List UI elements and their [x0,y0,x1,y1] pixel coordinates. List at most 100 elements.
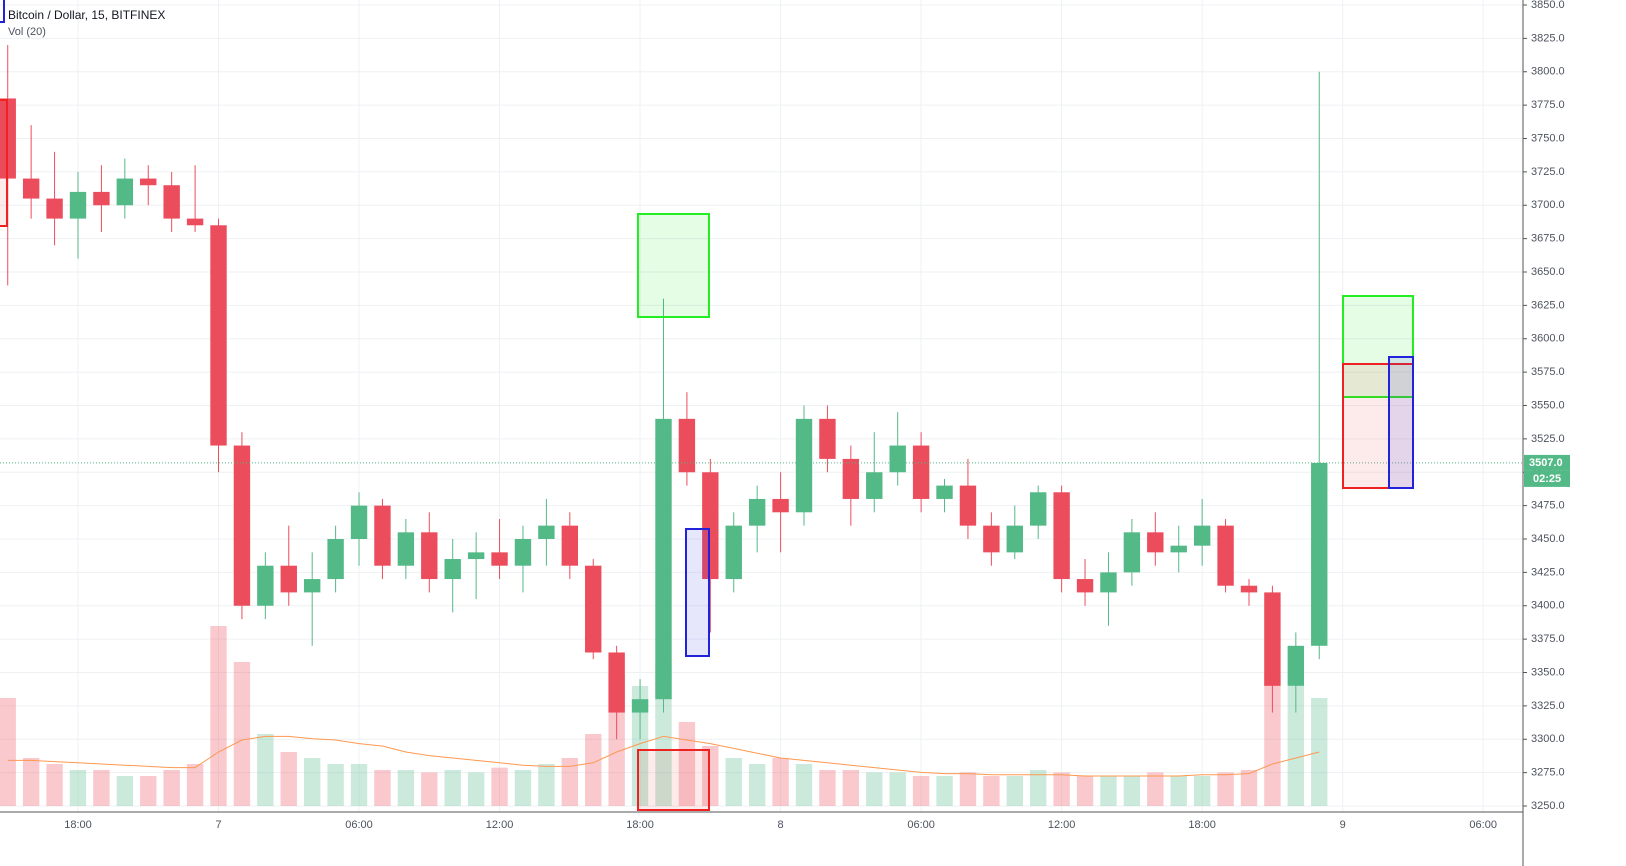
y-tick-label: 3275.0 [1531,767,1565,779]
candle-body [795,418,813,513]
candle-body [819,418,836,459]
candle-body [1123,532,1141,573]
y-tick-label: 3725.0 [1531,166,1565,178]
x-tick-label: 18:00 [1188,819,1216,831]
candle-body [1217,525,1234,586]
volume-bar [1287,686,1305,806]
y-tick-label: 3350.0 [1531,666,1565,678]
candle-body [1311,462,1328,646]
candle-body [585,565,602,653]
candle-body [116,178,134,206]
y-tick-label: 3300.0 [1531,733,1565,745]
countdown-badge [1524,470,1570,487]
candle-body [1100,572,1117,593]
candle-body [702,472,719,580]
volume-bar [22,758,40,806]
candle-body [889,445,906,473]
range-box [685,528,710,657]
y-tick-label: 3825.0 [1531,32,1565,44]
y-tick-label: 3700.0 [1531,199,1565,211]
range-box [0,0,5,23]
y-tick-label: 3575.0 [1531,366,1565,378]
candle-body [444,559,461,580]
volume-bar [69,770,87,806]
countdown-label: 02:25 [1533,473,1561,485]
y-tick-label: 3475.0 [1531,500,1565,512]
candle-body [1030,492,1047,526]
last-price-label: 3507.0 [1529,457,1563,469]
volume-bar [0,698,16,806]
x-tick-label: 12:00 [486,819,514,831]
volume-bar [46,764,63,806]
volume-bar [1147,772,1164,806]
candle-body [514,539,532,566]
volume-bar [959,772,977,806]
y-tick-label: 3325.0 [1531,700,1565,712]
candle-body [186,218,204,226]
candle-body [1240,585,1258,593]
candle-body [491,552,508,566]
y-tick-label: 3550.0 [1531,399,1565,411]
candle-body [1053,492,1070,580]
candle-body [467,552,485,560]
volume-bar [210,626,227,806]
candle-body [1193,525,1211,546]
volume-bar [889,772,906,806]
candle-body [866,472,883,499]
volume-bar [421,772,438,806]
y-tick-label: 3775.0 [1531,99,1565,111]
volume-bar [1076,776,1094,806]
candle-body [748,498,766,526]
y-tick-label: 3450.0 [1531,533,1565,545]
volume-ma [7,735,1320,777]
candles [0,45,1523,740]
volume-bar [467,772,485,806]
y-tick-label: 3600.0 [1531,333,1565,345]
y-tick-label: 3375.0 [1531,633,1565,645]
x-tick-label: 06:00 [1469,819,1497,831]
price-axis: 18:00 7 06:00 12:00 18:00 8 06:00 12:00 18:00 9 06… [0,0,1570,866]
candle-body [1170,545,1187,553]
candle-body [303,579,321,593]
candle-body [936,485,953,499]
volume-bar [772,758,789,806]
y-tick-label: 3525.0 [1531,433,1565,445]
y-tick-label: 3400.0 [1531,600,1565,612]
volume-bar [819,770,836,806]
candle-body [350,505,368,539]
volume-bar [678,722,696,806]
volume-bar [1217,772,1234,806]
candle-body [233,445,251,606]
candle-body [22,178,40,199]
candle-body [538,525,555,539]
last-price-badge [1524,454,1570,471]
volume-bar [1170,776,1187,806]
y-tick-label: 3750.0 [1531,132,1565,144]
target-box [1342,295,1414,398]
target-box [637,213,710,318]
candle-body [397,532,415,566]
volume-bar [561,758,579,806]
volume-bar [444,770,461,806]
stop-box [0,99,8,227]
x-tick-label: 18:00 [626,819,654,831]
volume-bar [702,746,719,806]
volume-bar [397,770,415,806]
x-tick-label: 06:00 [907,819,935,831]
x-tick-label: 8 [778,819,784,831]
y-tick-label: 3675.0 [1531,233,1565,245]
candle-body [1006,525,1023,553]
volume-bar [725,758,742,806]
candle-body [374,505,391,566]
y-tick-label: 3850.0 [1531,0,1565,11]
volume-bar [257,734,274,806]
candle-body [678,418,696,473]
y-tick-label: 3800.0 [1531,66,1565,78]
volume-bar [936,776,953,806]
candle-body [983,525,1000,553]
grid [0,0,1523,812]
candle-body [1264,592,1281,686]
volume-bar [912,776,930,806]
volume-bar [303,758,321,806]
volume-bar [1053,772,1070,806]
